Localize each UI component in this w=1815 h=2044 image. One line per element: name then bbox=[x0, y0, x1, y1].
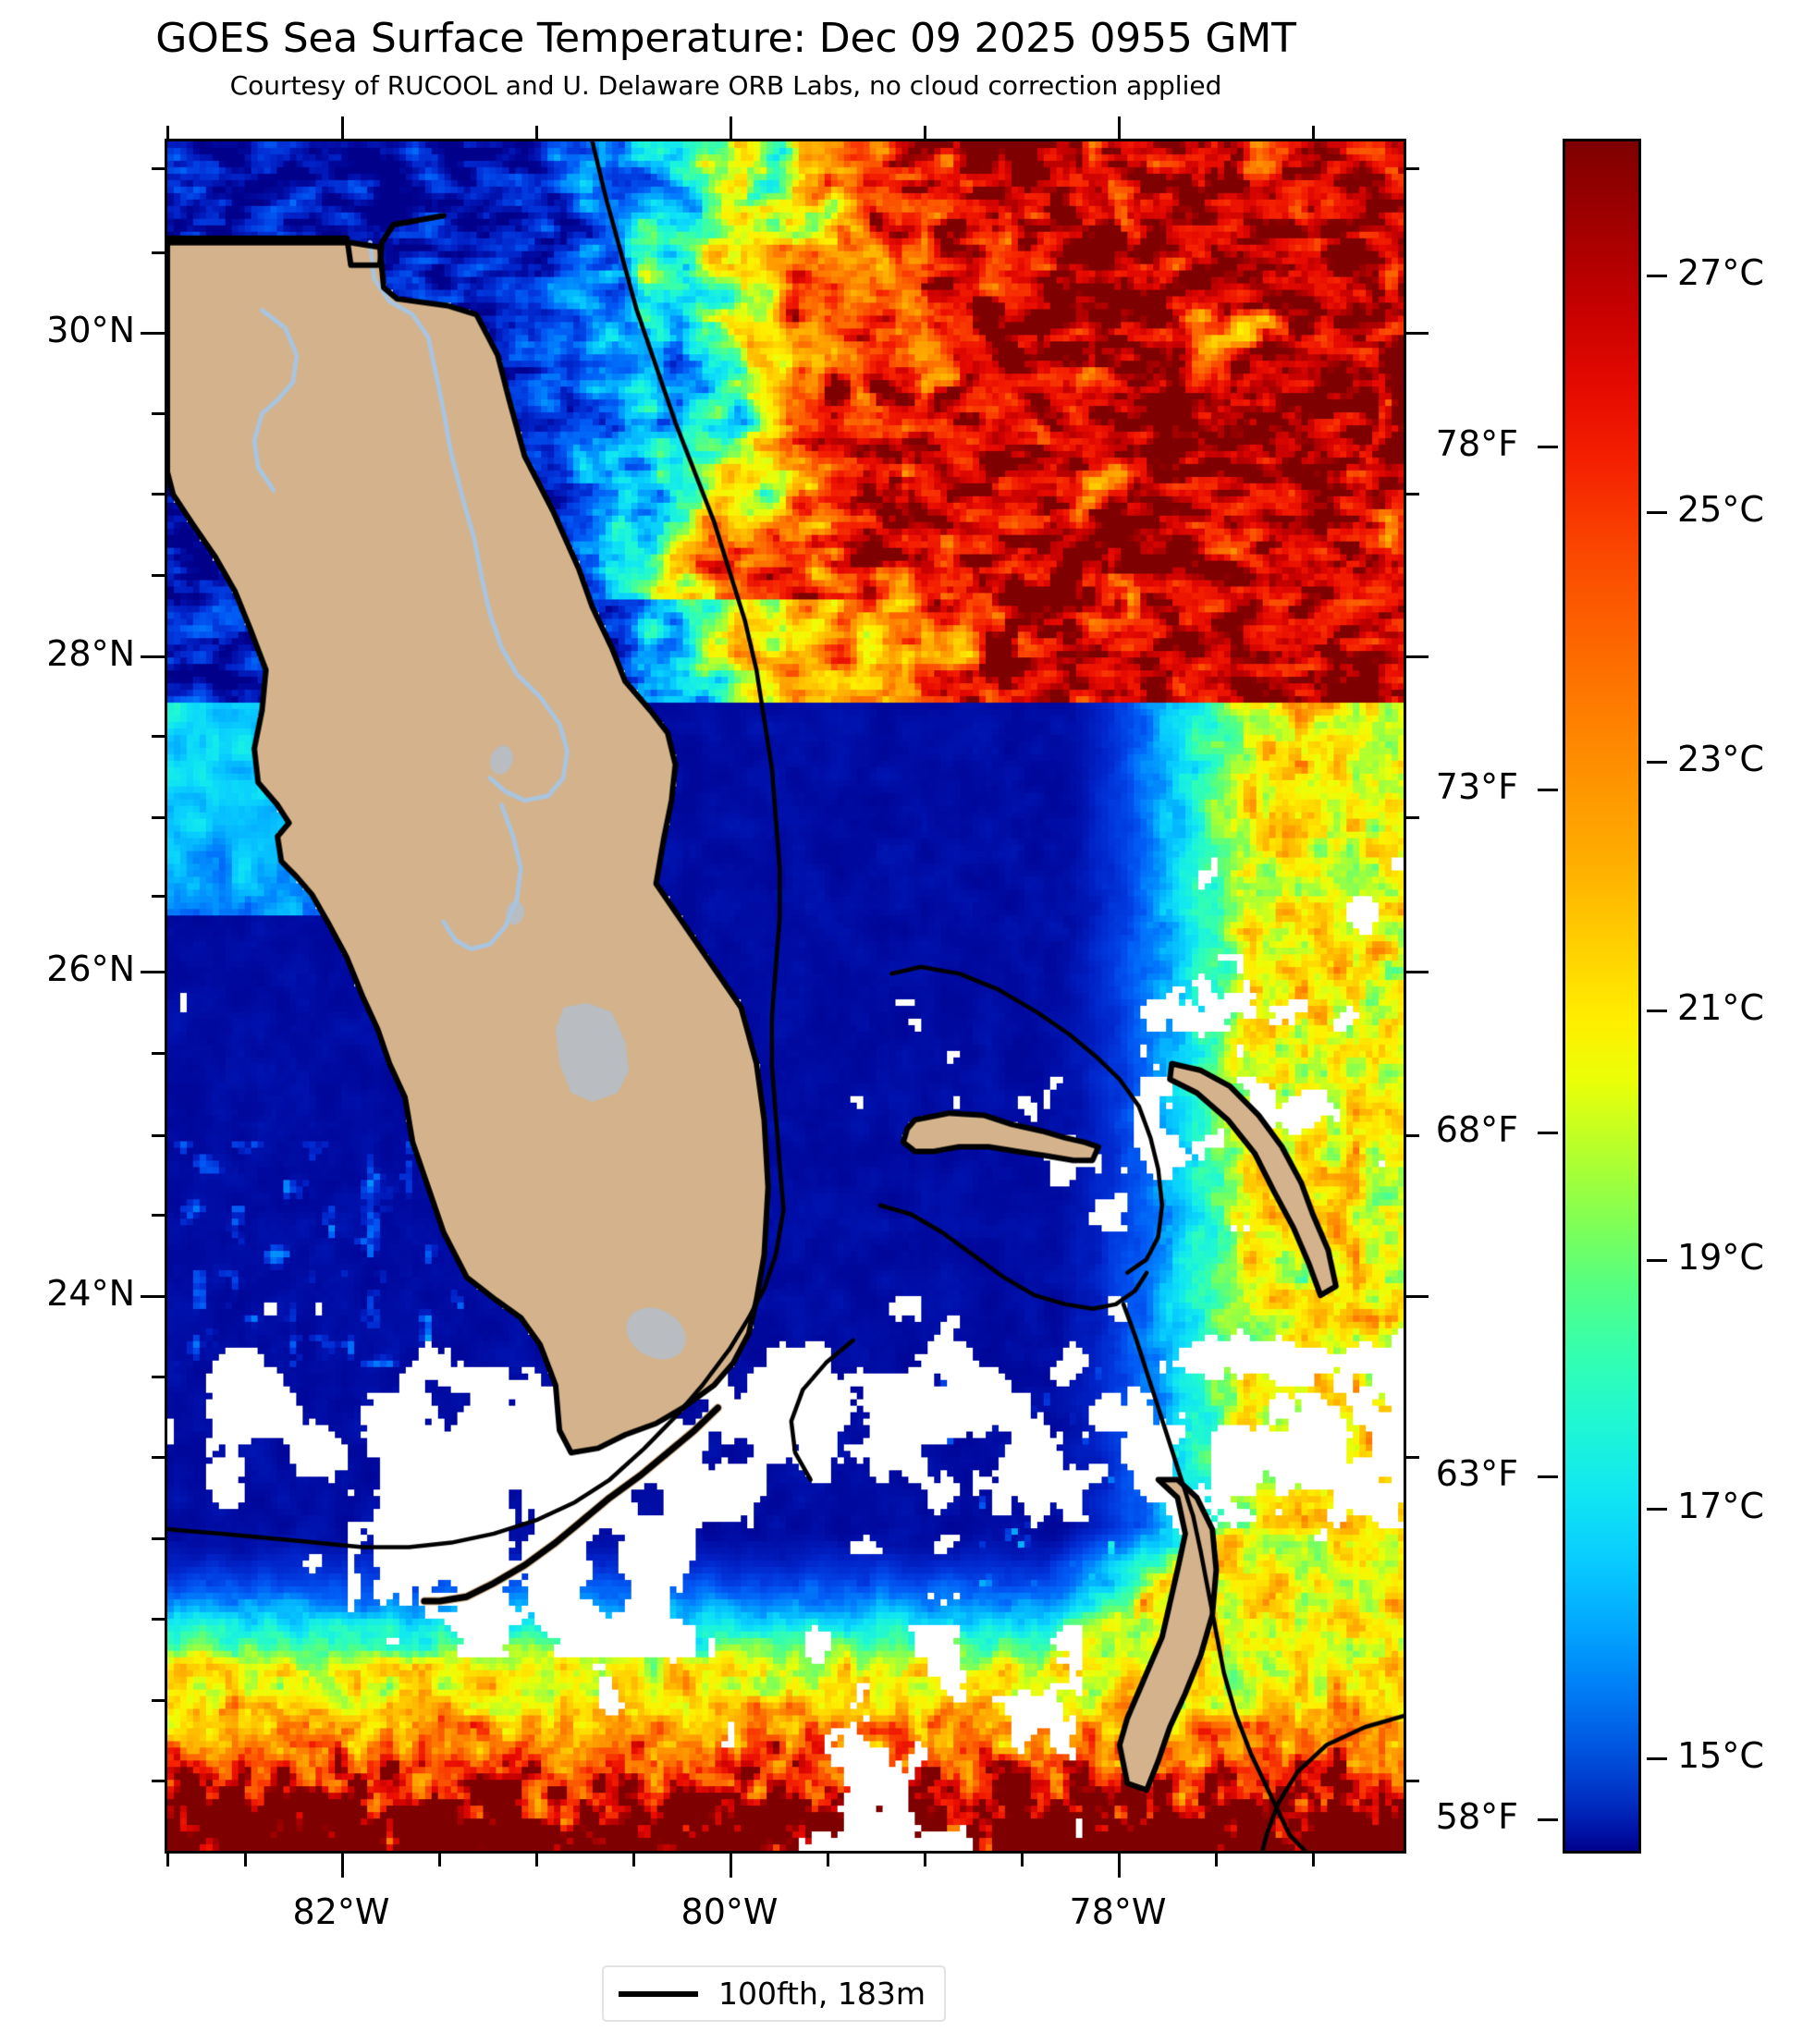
ytick-minor bbox=[152, 816, 165, 819]
xtick-label-78W: 78°W bbox=[1069, 1891, 1167, 1932]
ytick-label-30N: 30°N bbox=[46, 310, 135, 350]
cbar-tick-25C bbox=[1647, 511, 1667, 514]
xtick-major-78W bbox=[1118, 1854, 1121, 1878]
ytick-minor bbox=[152, 735, 165, 738]
legend-label: 100fth, 183m bbox=[718, 1976, 926, 2012]
cbar-tick-63F bbox=[1538, 1475, 1558, 1478]
ytick-label-24N: 24°N bbox=[46, 1273, 135, 1314]
xtick-major-80W bbox=[730, 1854, 732, 1878]
ytick-major-28N bbox=[141, 655, 165, 658]
ytick-minor bbox=[152, 251, 165, 254]
cbar-tick-27C bbox=[1647, 275, 1667, 277]
cbar-label-19C: 19°C bbox=[1677, 1237, 1764, 1278]
cbar-label-15C: 15°C bbox=[1677, 1735, 1764, 1776]
ytick-minor bbox=[152, 1214, 165, 1217]
ytick-minor bbox=[152, 1134, 165, 1137]
ytick-minor bbox=[152, 1376, 165, 1378]
cbar-label-68F: 68°F bbox=[1435, 1109, 1518, 1150]
xtick-top-minor bbox=[1312, 126, 1315, 139]
xtick-top-major bbox=[730, 116, 732, 139]
cbar-tick-21C bbox=[1647, 1010, 1667, 1012]
xtick-top-major bbox=[1118, 116, 1121, 139]
xtick-minor bbox=[924, 1854, 926, 1867]
xtick-minor bbox=[827, 1854, 829, 1867]
ytick-minor bbox=[152, 1699, 165, 1702]
ytick-right-minor bbox=[1406, 1456, 1419, 1459]
cbar-label-25C: 25°C bbox=[1677, 489, 1764, 530]
cbar-label-73F: 73°F bbox=[1435, 766, 1518, 807]
xtick-label-82W: 82°W bbox=[292, 1891, 390, 1932]
page-title: GOES Sea Surface Temperature: Dec 09 202… bbox=[155, 15, 1296, 62]
ytick-minor bbox=[152, 167, 165, 170]
cbar-tick-19C bbox=[1647, 1259, 1667, 1262]
xtick-major-82W bbox=[341, 1854, 344, 1878]
ytick-minor bbox=[152, 1052, 165, 1055]
ytick-label-26N: 26°N bbox=[46, 949, 135, 989]
ytick-right-minor bbox=[1406, 1780, 1419, 1782]
xtick-minor bbox=[535, 1854, 538, 1867]
ytick-minor bbox=[152, 493, 165, 496]
cbar-tick-73F bbox=[1538, 789, 1558, 791]
xtick-minor bbox=[166, 1854, 169, 1867]
ytick-minor bbox=[152, 412, 165, 415]
cbar-tick-68F bbox=[1538, 1132, 1558, 1134]
cbar-label-17C: 17°C bbox=[1677, 1486, 1764, 1526]
ytick-minor bbox=[152, 1618, 165, 1621]
ytick-right-minor bbox=[1406, 1134, 1419, 1137]
ytick-major-26N bbox=[141, 971, 165, 973]
cbar-label-78F: 78°F bbox=[1435, 423, 1518, 464]
xtick-minor bbox=[1312, 1854, 1315, 1867]
ytick-minor bbox=[152, 1780, 165, 1782]
contour-line-swatch bbox=[619, 1990, 698, 1997]
cbar-tick-15C bbox=[1647, 1757, 1667, 1760]
ytick-right-minor bbox=[1406, 167, 1419, 170]
ytick-minor bbox=[152, 574, 165, 577]
xtick-label-80W: 80°W bbox=[681, 1891, 779, 1932]
xtick-minor bbox=[1215, 1854, 1218, 1867]
cbar-label-63F: 63°F bbox=[1435, 1453, 1518, 1494]
ytick-major-24N bbox=[141, 1295, 165, 1298]
cbar-tick-78F bbox=[1538, 446, 1558, 448]
xtick-minor bbox=[1021, 1854, 1024, 1867]
ytick-right-minor bbox=[1406, 816, 1419, 819]
cbar-label-23C: 23°C bbox=[1677, 739, 1764, 779]
colorbar[interactable] bbox=[1563, 139, 1641, 1854]
depth-contour-legend[interactable]: 100fth, 183m bbox=[602, 1965, 946, 2022]
ytick-right-major bbox=[1406, 971, 1429, 973]
ytick-minor bbox=[152, 895, 165, 898]
xtick-minor bbox=[632, 1854, 635, 1867]
xtick-minor bbox=[438, 1854, 441, 1867]
ytick-right-minor bbox=[1406, 493, 1419, 496]
ytick-label-28N: 28°N bbox=[46, 633, 135, 674]
cbar-label-27C: 27°C bbox=[1677, 252, 1764, 293]
page-subtitle: Courtesy of RUCOOL and U. Delaware ORB L… bbox=[229, 70, 1222, 101]
ytick-major-30N bbox=[141, 332, 165, 335]
cbar-tick-17C bbox=[1647, 1508, 1667, 1511]
ytick-right-major bbox=[1406, 655, 1429, 658]
xtick-top-major bbox=[341, 116, 344, 139]
ytick-right-major bbox=[1406, 1295, 1429, 1298]
cbar-tick-58F bbox=[1538, 1818, 1558, 1821]
xtick-minor bbox=[244, 1854, 247, 1867]
cbar-tick-23C bbox=[1647, 761, 1667, 764]
cbar-label-21C: 21°C bbox=[1677, 987, 1764, 1028]
ytick-right-major bbox=[1406, 332, 1429, 335]
map-plot-area[interactable] bbox=[165, 139, 1406, 1854]
sst-raster bbox=[167, 141, 1404, 1851]
ytick-minor bbox=[152, 1456, 165, 1459]
ytick-minor bbox=[152, 1537, 165, 1540]
cbar-label-58F: 58°F bbox=[1435, 1796, 1518, 1837]
xtick-top-minor bbox=[924, 126, 926, 139]
xtick-top-minor bbox=[166, 126, 169, 139]
xtick-top-minor bbox=[535, 126, 538, 139]
